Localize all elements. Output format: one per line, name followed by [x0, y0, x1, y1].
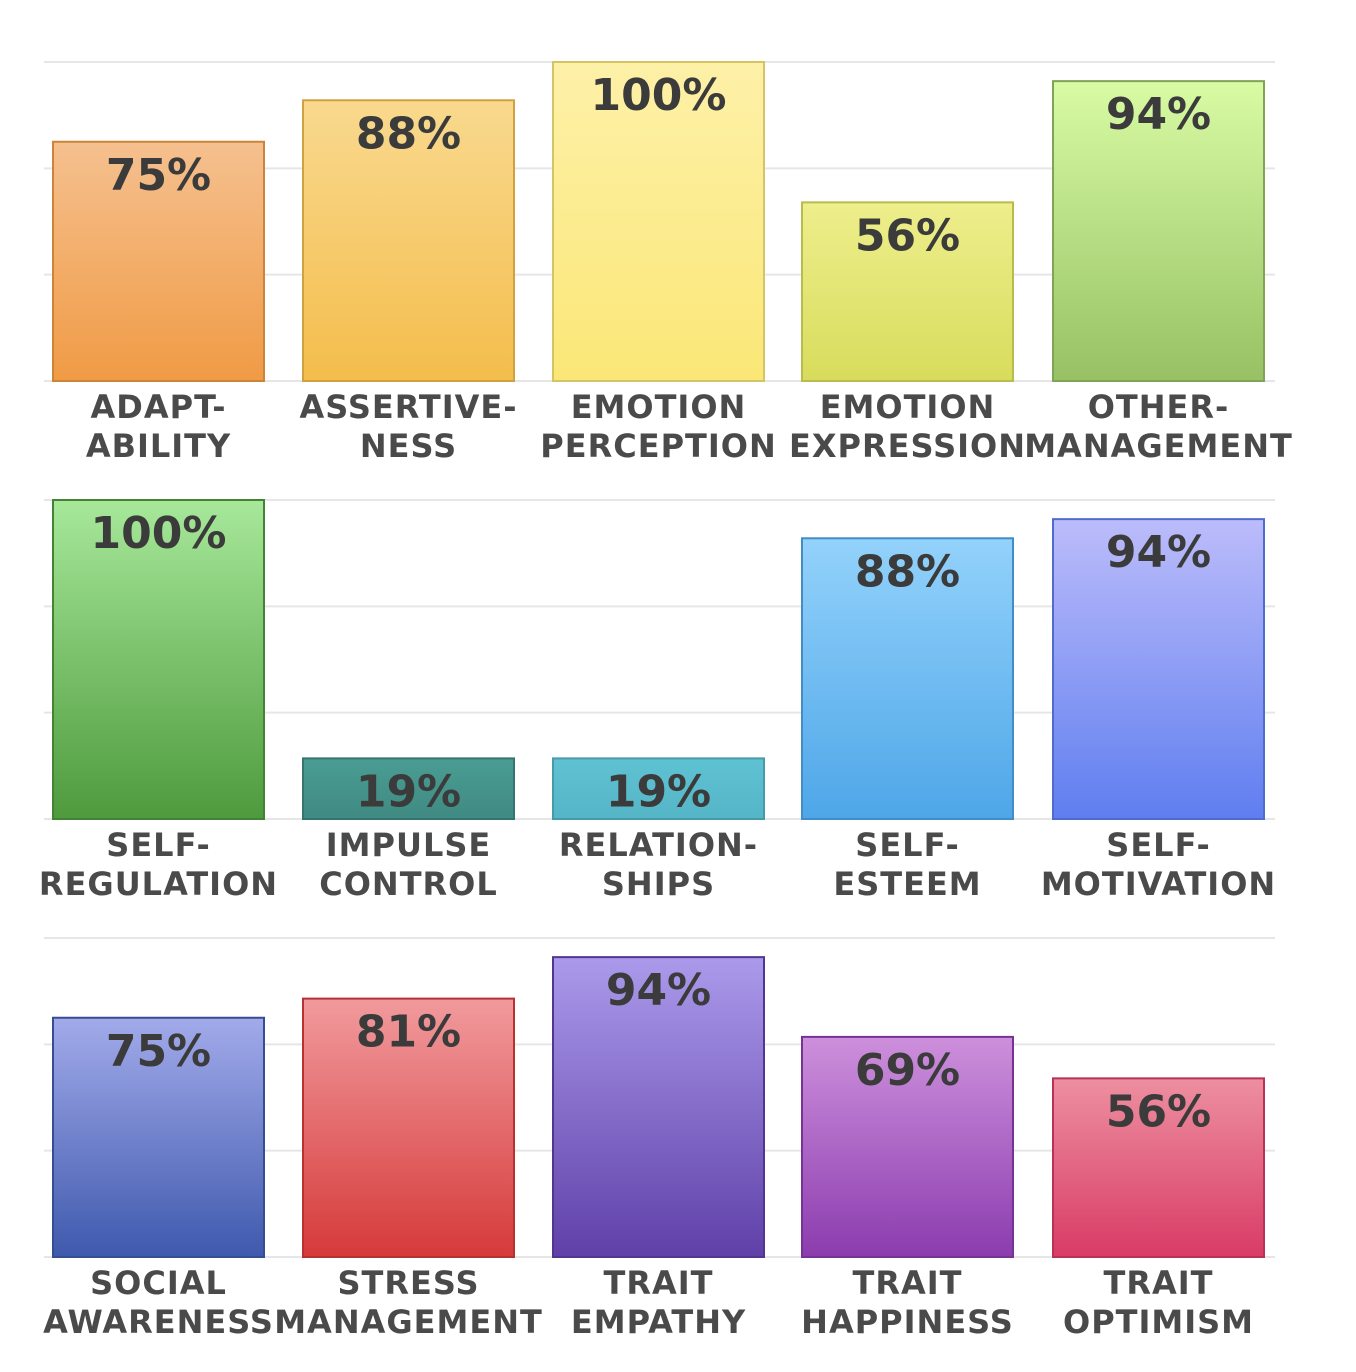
bar-2-3 — [552, 757, 765, 821]
bar-1-2 — [302, 99, 515, 382]
category-label-line: EXPRESSION — [789, 427, 1026, 465]
bar-value-label: 56% — [1106, 1086, 1211, 1137]
bar-1-5 — [1052, 80, 1265, 382]
category-label-line: AWARENESS — [43, 1303, 274, 1341]
category-label-line: OPTIMISM — [1063, 1303, 1254, 1341]
category-label-line: MOTIVATION — [1041, 865, 1276, 903]
category-label-line: SELF- — [106, 826, 210, 864]
bar-3-4 — [801, 1035, 1014, 1259]
bar-3-5 — [1052, 1077, 1265, 1258]
bar-value-label: 69% — [855, 1045, 960, 1096]
category-label-line: EMPATHY — [571, 1303, 746, 1341]
category-label-line: TRAIT — [853, 1264, 963, 1302]
category-label-line: IMPULSE — [326, 826, 491, 864]
bar-2-5 — [1052, 518, 1265, 820]
bar-value-label: 75% — [106, 1026, 211, 1077]
category-label-line: SELF- — [1106, 826, 1210, 864]
category-label-line: NESS — [360, 427, 457, 465]
category-label-line: SOCIAL — [90, 1264, 227, 1302]
bar-value-label: 94% — [1106, 89, 1211, 140]
bar-value-label: 81% — [356, 1007, 461, 1058]
chart-panel-2: 100%SELF-REGULATION19%IMPULSECONTROL19%R… — [39, 499, 1276, 903]
bar-2-1 — [52, 499, 265, 820]
category-label-line: EMOTION — [571, 388, 747, 426]
category-label-line: ESTEEM — [833, 865, 981, 903]
category-label-line: ABILITY — [86, 427, 231, 465]
bar-3-3 — [552, 956, 765, 1258]
category-label-line: MANAGEMENT — [1024, 427, 1293, 465]
category-label-line: OTHER- — [1088, 388, 1230, 426]
bar-value-label: 19% — [356, 766, 461, 817]
bar-value-label: 19% — [606, 766, 711, 817]
bar-1-1 — [52, 140, 265, 382]
category-label-line: PERCEPTION — [540, 427, 776, 465]
category-label-line: REGULATION — [39, 865, 278, 903]
bar-value-label: 100% — [591, 70, 727, 121]
chart-panel-1: 75% ADAPT-ABILITY 88% ASSERTIVE-NESS 100% EMO… — [44, 61, 1293, 465]
bar-3-1 — [52, 1016, 265, 1258]
category-label-line: STRESS — [337, 1264, 479, 1302]
category-label-line: HAPPINESS — [801, 1303, 1014, 1341]
bar-2-2 — [302, 757, 515, 821]
bar-value-label: 88% — [855, 546, 960, 597]
bar-3-2 — [302, 997, 515, 1258]
bar-1-4 — [801, 201, 1014, 382]
bar-value-label: 94% — [1106, 527, 1211, 578]
category-label-line: SELF- — [855, 826, 959, 864]
bar-value-label: 56% — [855, 210, 960, 261]
category-label-line: ADAPT- — [91, 388, 227, 426]
bar-value-label: 88% — [356, 108, 461, 159]
category-label-line: SHIPS — [602, 865, 715, 903]
bar-value-label: 75% — [106, 150, 211, 201]
category-label-line: ASSERTIVE- — [299, 388, 517, 426]
category-label-line: TRAIT — [604, 1264, 714, 1302]
category-label-line: EMOTION — [820, 388, 996, 426]
category-label-line: RELATION- — [559, 826, 758, 864]
category-label-line: TRAIT — [1104, 1264, 1214, 1302]
bar-2-4 — [801, 537, 1014, 821]
category-label-line: MANAGEMENT — [274, 1303, 543, 1341]
bar-value-label: 94% — [606, 965, 711, 1016]
bar-value-label: 100% — [91, 508, 227, 559]
bar-1-3 — [552, 61, 765, 382]
category-label-line: CONTROL — [319, 865, 498, 903]
